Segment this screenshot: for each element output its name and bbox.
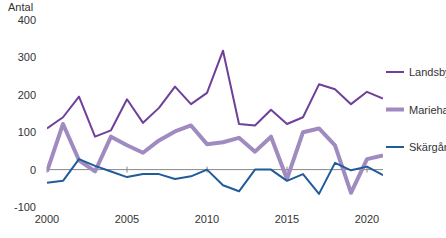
chart: Antal -100 0 100 200 300 400 2000 2005 2010 2015 20…	[0, 0, 446, 238]
legend-swatch	[386, 146, 404, 148]
y-tick	[44, 132, 47, 133]
y-tick-label: 200	[18, 89, 36, 101]
y-tick-label: 0	[30, 164, 36, 176]
y-tick	[44, 57, 47, 58]
y-tick	[44, 207, 47, 208]
x-tick	[287, 167, 288, 173]
series-line	[47, 159, 383, 194]
y-tick	[44, 20, 47, 21]
x-tick-label: 2015	[275, 213, 299, 225]
x-tick-label: 2020	[355, 213, 379, 225]
series-line	[47, 124, 383, 193]
y-tick	[44, 94, 47, 95]
x-tick-label: 2010	[195, 213, 219, 225]
series-line	[47, 51, 383, 137]
x-tick	[127, 167, 128, 173]
legend-label: Landsbygden	[409, 66, 446, 78]
legend-label: Skärgården	[409, 141, 446, 153]
y-axis-label: Antal	[8, 1, 33, 13]
y-tick-label: 100	[18, 126, 36, 138]
y-tick-label: 300	[18, 51, 36, 63]
y-tick-label: -100	[14, 201, 36, 213]
x-tick-label: 2005	[115, 213, 139, 225]
y-tick-label: 400	[18, 14, 36, 26]
legend-swatch	[386, 108, 404, 112]
legend-label: Mariehamn	[409, 104, 446, 116]
x-tick-label: 2000	[35, 213, 59, 225]
legend-swatch	[386, 71, 404, 73]
plot-lines	[47, 51, 383, 194]
